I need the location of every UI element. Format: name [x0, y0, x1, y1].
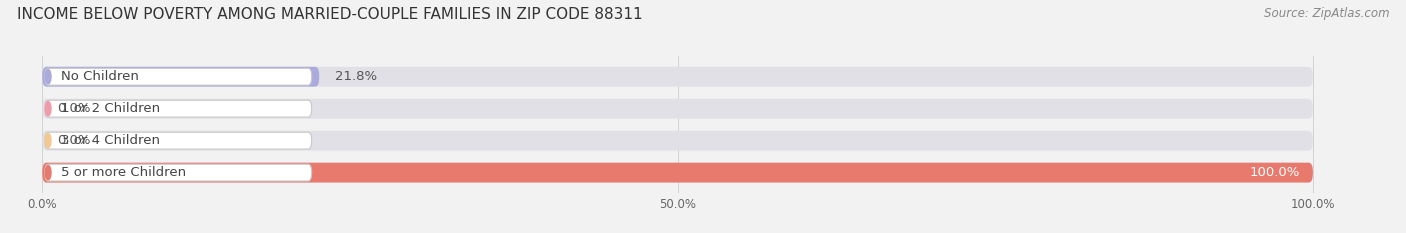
FancyBboxPatch shape: [45, 68, 312, 85]
Text: 3 or 4 Children: 3 or 4 Children: [62, 134, 160, 147]
FancyBboxPatch shape: [45, 100, 312, 117]
Text: 21.8%: 21.8%: [335, 70, 377, 83]
Text: 5 or more Children: 5 or more Children: [62, 166, 187, 179]
Text: No Children: No Children: [62, 70, 139, 83]
Text: 100.0%: 100.0%: [1250, 166, 1301, 179]
FancyBboxPatch shape: [45, 164, 312, 181]
FancyBboxPatch shape: [42, 131, 1313, 151]
FancyBboxPatch shape: [42, 163, 1313, 182]
Text: 0.0%: 0.0%: [58, 102, 91, 115]
FancyBboxPatch shape: [42, 99, 1313, 119]
FancyBboxPatch shape: [45, 132, 312, 149]
FancyBboxPatch shape: [42, 67, 319, 87]
Circle shape: [45, 165, 51, 180]
Text: Source: ZipAtlas.com: Source: ZipAtlas.com: [1264, 7, 1389, 20]
FancyBboxPatch shape: [42, 67, 1313, 87]
Circle shape: [45, 134, 51, 148]
Text: 1 or 2 Children: 1 or 2 Children: [62, 102, 160, 115]
Circle shape: [45, 69, 51, 84]
FancyBboxPatch shape: [42, 163, 1313, 182]
Circle shape: [45, 102, 51, 116]
Text: 0.0%: 0.0%: [58, 134, 91, 147]
Text: INCOME BELOW POVERTY AMONG MARRIED-COUPLE FAMILIES IN ZIP CODE 88311: INCOME BELOW POVERTY AMONG MARRIED-COUPL…: [17, 7, 643, 22]
